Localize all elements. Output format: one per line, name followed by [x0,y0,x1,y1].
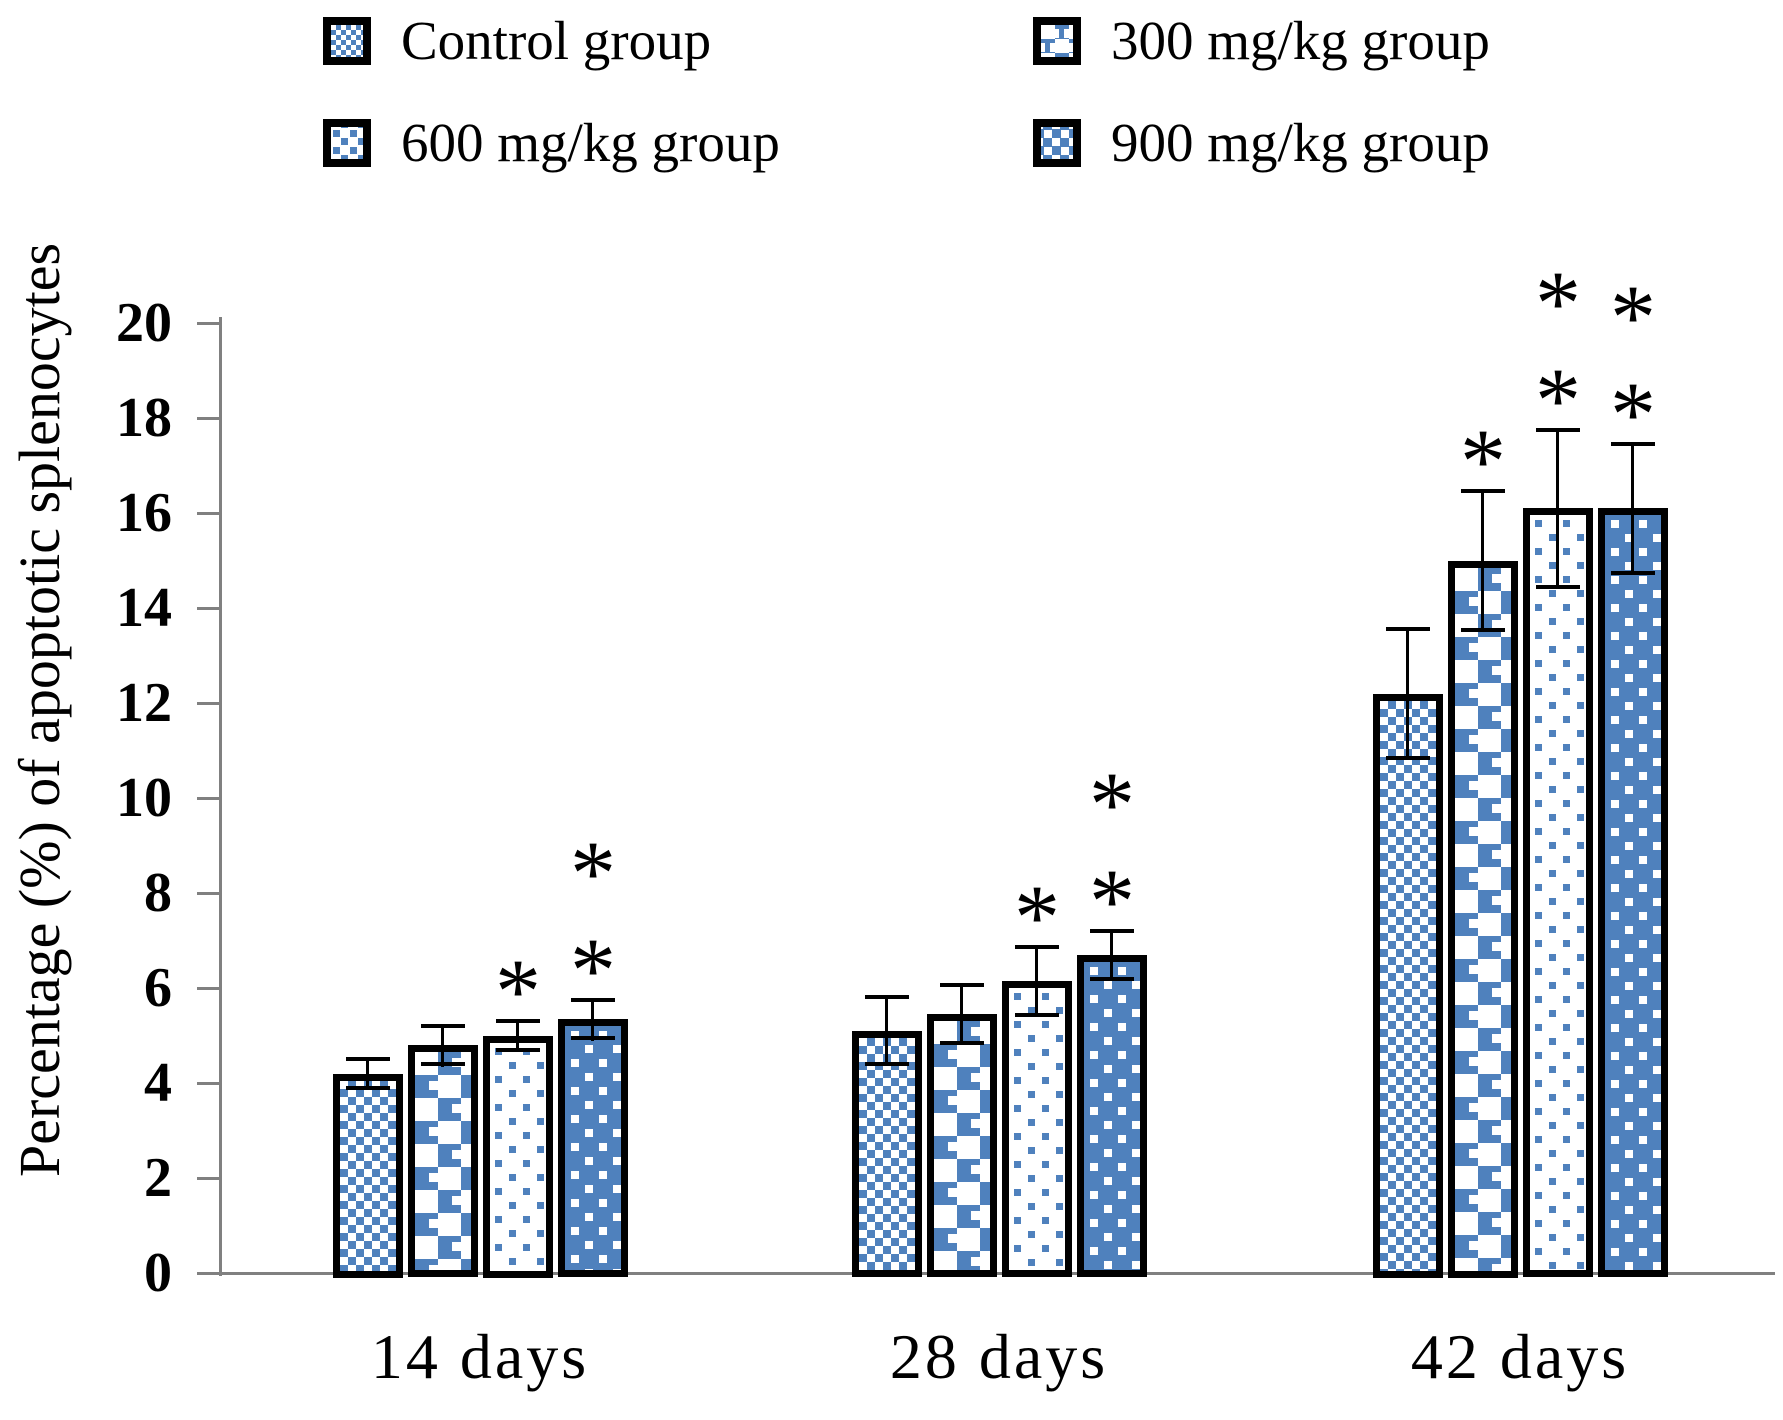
error-bar-line [885,995,888,1066]
error-bar-cap-bottom [1386,756,1430,760]
legend-item-control: Control group [323,13,711,69]
significance-asterisk: * [1535,349,1581,451]
error-bar-cap-top [1015,945,1059,949]
bar-large-checker-42days [1448,561,1518,1278]
bar-blue-with-white-dots-14days [558,1019,628,1277]
legend-swatch-900-pattern [1033,119,1081,167]
error-bar-line [441,1024,444,1067]
legend-item-300mgkg: 300 mg/kg group [1033,13,1490,69]
error-bar-cap-top [346,1057,390,1061]
error-bar-line [1481,489,1484,632]
legend-item-900mgkg: 900 mg/kg group [1033,115,1490,171]
error-bar-line [960,983,963,1045]
error-bar-cap-top [571,998,615,1002]
bar-white-with-blue-dots-42days [1523,508,1593,1277]
error-bar-line [1556,428,1559,589]
significance-asterisk: * [1089,753,1135,855]
error-bar-cap-bottom [1015,1013,1059,1017]
legend-swatch-control-pattern [323,17,371,65]
legend-label: 900 mg/kg group [1111,112,1490,173]
bar-large-checker-28days [927,1014,997,1277]
bar-white-with-blue-dots-28days [1002,981,1072,1277]
error-bar-cap-bottom [346,1086,390,1090]
error-bar-cap-top [1536,428,1580,432]
error-bar-cap-bottom [421,1062,465,1066]
bar-blue-with-white-dots-42days [1598,508,1668,1277]
error-bar-line [1631,442,1634,575]
y-tick-label: 6 [144,957,172,1019]
error-bar-cap-top [940,983,984,987]
y-tick-label: 10 [116,767,172,829]
y-tick-label: 2 [144,1147,172,1209]
bar-white-with-blue-dots-14days [483,1036,553,1278]
y-tick-mark [197,1082,222,1085]
error-bar-line [1110,929,1113,981]
significance-asterisk: * [1610,363,1656,465]
error-bar-cap-top [1461,489,1505,493]
legend-swatch-300-pattern [1033,17,1081,65]
error-bar-line [591,998,594,1041]
error-bar-cap-top [421,1024,465,1028]
y-tick-mark [197,607,222,610]
y-tick-label: 18 [116,387,172,449]
error-bar-cap-bottom [1461,628,1505,632]
y-tick-mark [197,702,222,705]
x-category-label: 28 days [889,1321,1109,1392]
error-bar-line [1406,627,1409,760]
legend-swatch-600-pattern [323,119,371,167]
significance-asterisk: * [1460,410,1506,512]
error-bar-cap-top [865,995,909,999]
legend-label: 600 mg/kg group [401,112,780,173]
legend-label: 300 mg/kg group [1111,10,1490,71]
significance-asterisk: * [570,822,616,924]
y-tick-mark [197,1272,222,1275]
significance-asterisk: * [1014,866,1060,968]
bar-blue-with-white-dots-28days [1077,955,1147,1277]
error-bar-cap-top [496,1019,540,1023]
y-tick-label: 8 [144,862,172,924]
error-bar-cap-top [1611,442,1655,446]
error-bar-cap-bottom [1536,585,1580,589]
y-tick-label: 16 [116,482,172,544]
y-tick-mark [197,987,222,990]
y-tick-mark [197,892,222,895]
error-bar-cap-bottom [1090,977,1134,981]
significance-asterisk: * [1610,266,1656,368]
error-bar-cap-bottom [496,1048,540,1052]
significance-asterisk: * [495,940,541,1042]
y-tick-mark [197,417,222,420]
y-tick-label: 0 [144,1242,172,1304]
bar-small-checker-14days [333,1074,403,1278]
legend-label: Control group [401,10,712,71]
x-category-label: 42 days [1410,1321,1630,1392]
y-tick-label: 14 [116,577,172,639]
y-tick-mark [197,797,222,800]
bar-large-checker-14days [408,1045,478,1277]
y-axis-line [219,317,222,1276]
error-bar-line [1035,945,1038,1016]
error-bar-line [366,1057,369,1090]
significance-asterisk: * [1089,850,1135,952]
error-bar-cap-bottom [940,1041,984,1045]
significance-asterisk: * [1535,252,1581,354]
bar-small-checker-28days [852,1031,922,1277]
y-tick-label: 4 [144,1052,172,1114]
error-bar-line [516,1019,519,1052]
y-tick-mark [197,512,222,515]
error-bar-cap-bottom [571,1036,615,1040]
significance-asterisk: * [570,919,616,1021]
bar-small-checker-42days [1373,694,1443,1278]
y-tick-mark [197,322,222,325]
error-bar-cap-top [1090,929,1134,933]
error-bar-cap-bottom [865,1062,909,1066]
error-bar-cap-top [1386,627,1430,631]
error-bar-cap-bottom [1611,571,1655,575]
legend-item-600mgkg: 600 mg/kg group [323,115,780,171]
y-tick-mark [197,1177,222,1180]
y-tick-label: 12 [116,672,172,734]
x-category-label: 14 days [370,1321,590,1392]
y-tick-label: 20 [116,292,172,354]
